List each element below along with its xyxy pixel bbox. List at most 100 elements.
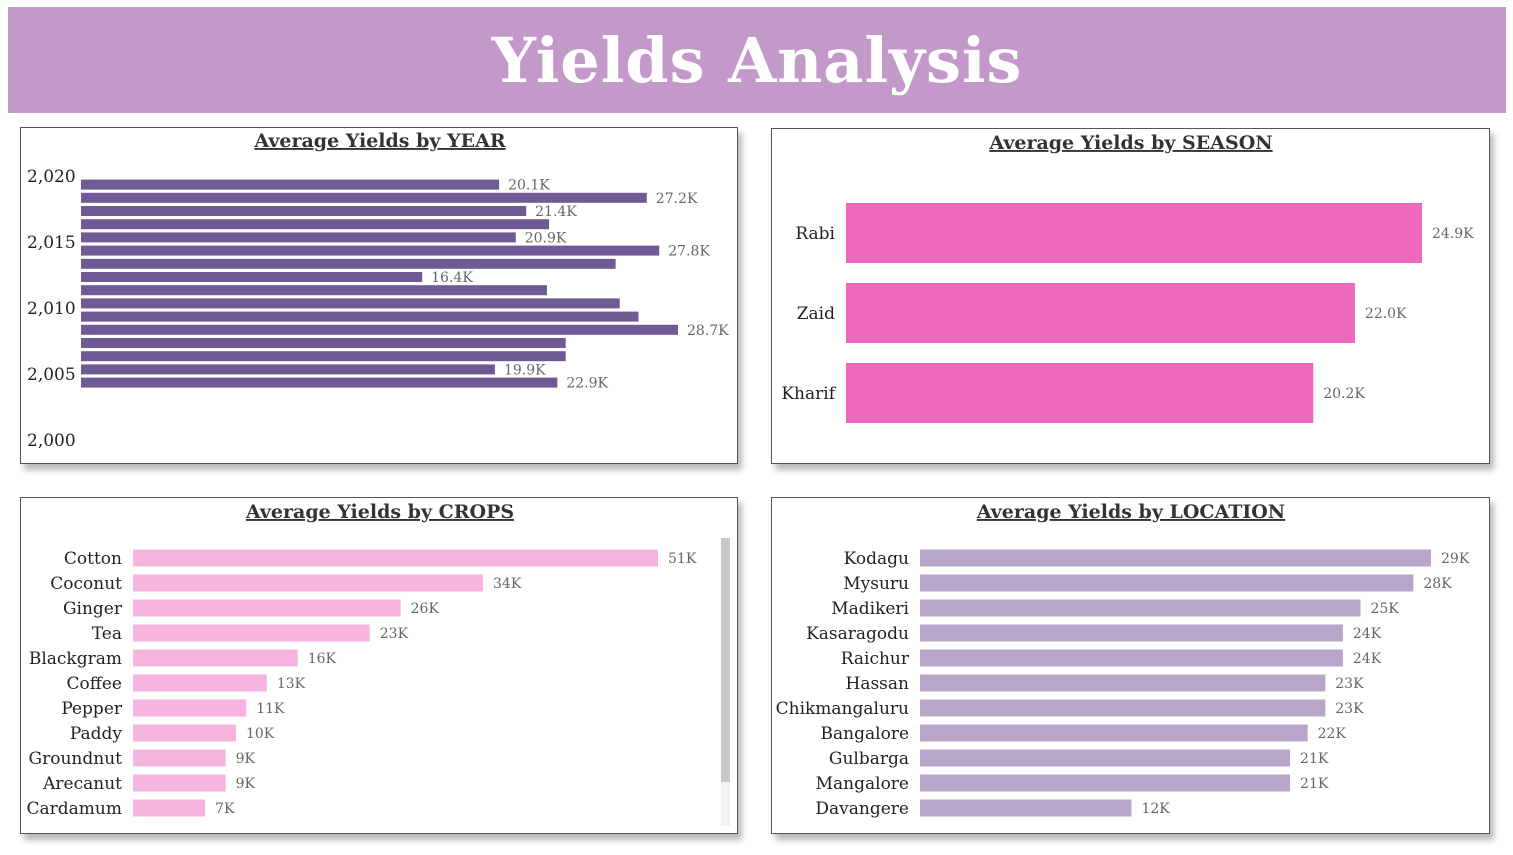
bar (81, 338, 566, 348)
bar (133, 649, 298, 667)
data-label: 21K (1300, 776, 1329, 792)
axis-tick-label: 2,000 (27, 431, 76, 451)
axis-tick-label: 2,005 (27, 365, 76, 385)
category-label: Arecanut (42, 774, 122, 794)
panel-season[interactable]: Average Yields by SEASON Rabi 24.9K Zaid 22.… (771, 128, 1490, 464)
data-label: 27.8K (668, 244, 710, 260)
bar (81, 272, 423, 282)
bar (81, 364, 495, 375)
bar (133, 674, 267, 692)
bar (920, 724, 1308, 742)
bar (81, 298, 620, 309)
category-label: Blackgram (29, 649, 122, 669)
bar (846, 203, 1422, 263)
bar (81, 285, 547, 296)
axis-tick-label: 2,015 (27, 233, 76, 253)
category-label: Madikeri (831, 599, 909, 619)
category-label: Raichur (841, 649, 910, 669)
panel-year[interactable]: Average Yields by YEAR 2,020 2,015 2,010 2,0… (20, 127, 738, 464)
bar (81, 179, 500, 190)
bar (133, 724, 236, 742)
panel-crops[interactable]: Average Yields by CROPS Cotton 51K Coconut 3… (20, 497, 738, 834)
bar (81, 377, 558, 388)
data-label: 13K (277, 676, 306, 692)
chart-location: Average Yields by LOCATION Kodagu 29K Mysur… (776, 501, 1470, 819)
category-label: Coffee (67, 674, 122, 694)
bar (81, 219, 550, 230)
bar (81, 245, 660, 256)
bar (133, 799, 206, 817)
category-label: Kodagu (844, 549, 909, 569)
data-label: 24.9K (1432, 226, 1474, 242)
data-label: 23K (1335, 676, 1364, 692)
category-label: Cotton (64, 549, 122, 569)
bar (133, 549, 658, 567)
data-label: 16K (308, 651, 337, 667)
category-label: Groundnut (29, 749, 123, 769)
data-label: 16.4K (431, 270, 473, 286)
bar (133, 699, 247, 717)
bar (846, 363, 1314, 423)
data-label: 23K (380, 626, 409, 642)
data-label: 51K (668, 551, 697, 567)
data-label: 28K (1423, 576, 1452, 592)
data-label: 27.2K (656, 191, 698, 207)
bar (133, 624, 370, 642)
data-label: 23K (1335, 701, 1364, 717)
category-label: Paddy (70, 724, 123, 744)
chart-title: Average Yields by SEASON (988, 132, 1272, 154)
bar (81, 324, 678, 335)
chart-crops: Average Yields by CROPS Cotton 51K Coconut 3… (27, 501, 697, 819)
bar (133, 574, 483, 592)
bar (81, 232, 516, 243)
bar (920, 549, 1431, 567)
data-label: 22.9K (566, 376, 608, 392)
data-label: 10K (246, 726, 275, 742)
data-label: 21K (1300, 751, 1329, 767)
bar (920, 599, 1361, 617)
data-label: 25K (1371, 601, 1400, 617)
data-label: 22K (1318, 726, 1347, 742)
category-label: Ginger (63, 599, 123, 619)
chart-title: Average Yields by LOCATION (976, 501, 1285, 523)
category-label: Davangere (815, 799, 909, 819)
category-label: Bangalore (821, 724, 909, 744)
category-label: Zaid (797, 304, 835, 324)
bar (133, 749, 226, 767)
axis-tick-label: 2,010 (27, 299, 76, 319)
bar (81, 258, 616, 269)
axis-tick-label: 2,020 (27, 167, 76, 187)
bar (846, 283, 1355, 343)
bar (920, 799, 1132, 817)
title-banner: Yields Analysis (8, 7, 1506, 113)
bar (133, 774, 226, 792)
category-label: Tea (92, 624, 122, 644)
data-label: 12K (1141, 801, 1170, 817)
data-label: 9K (236, 776, 256, 792)
bar (920, 749, 1291, 767)
data-label: 20.9K (525, 230, 567, 246)
data-label: 20.1K (508, 178, 550, 194)
page-title: Yields Analysis (491, 23, 1023, 97)
bar (920, 699, 1326, 717)
chart-season: Average Yields by SEASON Rabi 24.9K Zaid 22.… (781, 132, 1474, 423)
category-label: Mysuru (843, 574, 909, 594)
category-label: Pepper (61, 699, 123, 719)
category-label: Gulbarga (829, 749, 909, 769)
panel-location[interactable]: Average Yields by LOCATION Kodagu 29K Mysur… (771, 497, 1490, 834)
data-label: 24K (1353, 651, 1382, 667)
bar (81, 192, 647, 203)
data-label: 7K (215, 801, 235, 817)
data-label: 28.7K (687, 323, 729, 339)
bar (920, 774, 1291, 792)
category-label: Rabi (795, 224, 835, 244)
data-label: 21.4K (535, 204, 577, 220)
category-label: Kasaragodu (806, 624, 909, 644)
category-label: Kharif (781, 384, 836, 404)
category-label: Chikmangaluru (776, 699, 909, 719)
crops-scrollbar-thumb[interactable] (721, 538, 730, 782)
bar (920, 674, 1326, 692)
data-label: 26K (411, 601, 440, 617)
data-label: 29K (1441, 551, 1470, 567)
category-label: Mangalore (816, 774, 909, 794)
